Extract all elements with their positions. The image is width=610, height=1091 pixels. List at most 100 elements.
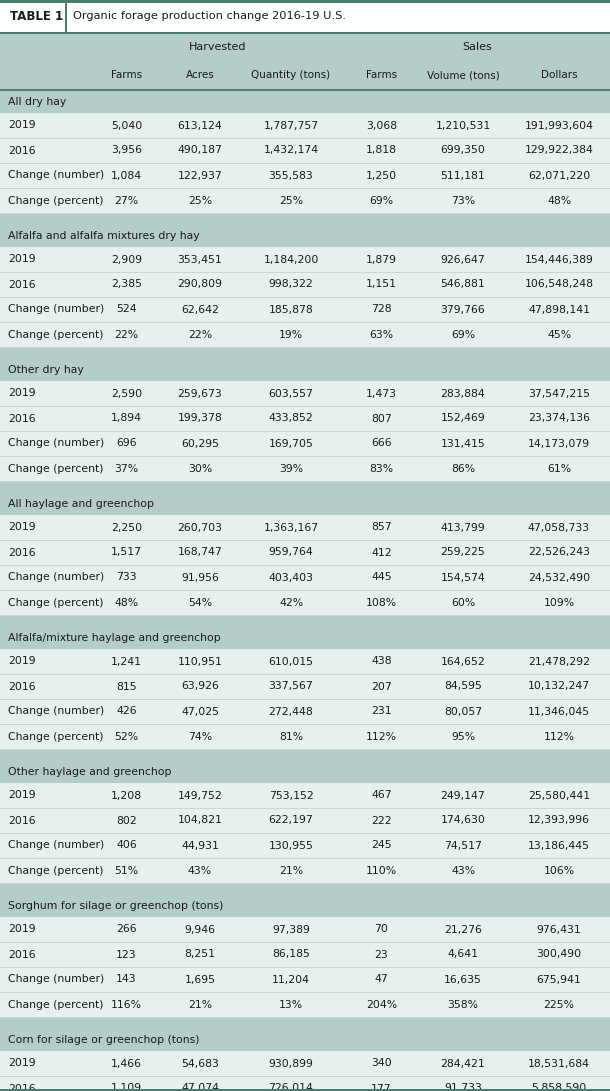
- Text: 1,473: 1,473: [366, 388, 397, 398]
- Text: 1,084: 1,084: [111, 170, 142, 180]
- Bar: [0, 615, 610, 627]
- Bar: [0, 1051, 610, 1076]
- Text: 490,187: 490,187: [178, 145, 223, 156]
- Bar: [0, 858, 610, 883]
- Text: 603,557: 603,557: [268, 388, 314, 398]
- Text: 177: 177: [371, 1083, 392, 1091]
- Text: Corn for silage or greenchop (tons): Corn for silage or greenchop (tons): [8, 1035, 199, 1045]
- Text: 37%: 37%: [115, 464, 138, 473]
- Text: 14,173,079: 14,173,079: [528, 439, 590, 448]
- Bar: [0, 431, 610, 456]
- Text: 54%: 54%: [188, 598, 212, 608]
- Text: 1,517: 1,517: [111, 548, 142, 558]
- Text: 11,346,045: 11,346,045: [528, 707, 590, 717]
- Text: TABLE 1: TABLE 1: [10, 10, 63, 23]
- Text: 2016: 2016: [8, 1083, 35, 1091]
- Text: Sorghum for silage or greenchop (tons): Sorghum for silage or greenchop (tons): [8, 901, 223, 911]
- Text: 2019: 2019: [8, 657, 35, 667]
- Text: 807: 807: [371, 413, 392, 423]
- Text: 174,630: 174,630: [440, 815, 486, 826]
- Text: 5,040: 5,040: [111, 120, 142, 131]
- Bar: [0, 783, 610, 808]
- Text: 63,926: 63,926: [181, 682, 219, 692]
- Text: Change (percent): Change (percent): [8, 731, 104, 742]
- Text: Volume (tons): Volume (tons): [426, 70, 500, 80]
- Text: 249,147: 249,147: [440, 791, 486, 801]
- Text: 2019: 2019: [8, 388, 35, 398]
- Text: 152,469: 152,469: [440, 413, 486, 423]
- Bar: [0, 918, 610, 942]
- Text: 300,490: 300,490: [536, 949, 581, 959]
- Text: 44,931: 44,931: [181, 840, 219, 851]
- Text: 108%: 108%: [366, 598, 397, 608]
- Text: 154,574: 154,574: [440, 573, 486, 583]
- Text: 610,015: 610,015: [268, 657, 314, 667]
- Text: 1,184,200: 1,184,200: [264, 254, 318, 264]
- Text: 2016: 2016: [8, 548, 35, 558]
- Text: 104,821: 104,821: [178, 815, 223, 826]
- Text: 1,695: 1,695: [184, 974, 215, 984]
- Text: 37,547,215: 37,547,215: [528, 388, 590, 398]
- Text: 86%: 86%: [451, 464, 475, 473]
- Text: 154,446,389: 154,446,389: [525, 254, 594, 264]
- Text: 406: 406: [116, 840, 137, 851]
- Text: 2016: 2016: [8, 815, 35, 826]
- Text: 204%: 204%: [366, 999, 397, 1009]
- Text: 191,993,604: 191,993,604: [525, 120, 594, 131]
- Text: 666: 666: [371, 439, 392, 448]
- Text: 19%: 19%: [279, 329, 303, 339]
- Text: 122,937: 122,937: [178, 170, 223, 180]
- Text: 2019: 2019: [8, 120, 35, 131]
- Text: 110%: 110%: [366, 865, 397, 875]
- Text: 45%: 45%: [547, 329, 571, 339]
- Text: 2019: 2019: [8, 254, 35, 264]
- Text: 1,109: 1,109: [111, 1083, 142, 1091]
- Text: Quantity (tons): Quantity (tons): [251, 70, 331, 80]
- Text: 129,922,384: 129,922,384: [525, 145, 594, 156]
- Text: 43%: 43%: [451, 865, 475, 875]
- Bar: [0, 188, 610, 213]
- Text: 18,531,684: 18,531,684: [528, 1058, 590, 1068]
- Bar: [0, 0, 610, 2]
- Text: 60%: 60%: [451, 598, 475, 608]
- Text: 48%: 48%: [547, 195, 571, 205]
- Text: 1,151: 1,151: [366, 279, 397, 289]
- Text: 284,421: 284,421: [440, 1058, 486, 1068]
- Bar: [0, 627, 610, 649]
- Text: 726,014: 726,014: [268, 1083, 314, 1091]
- Text: 1,879: 1,879: [366, 254, 397, 264]
- Bar: [0, 89, 610, 91]
- Bar: [0, 297, 610, 322]
- Bar: [0, 322, 610, 347]
- Text: 675,941: 675,941: [537, 974, 581, 984]
- Text: 143: 143: [116, 974, 137, 984]
- Text: 1,250: 1,250: [366, 170, 397, 180]
- Bar: [0, 493, 610, 515]
- Bar: [0, 137, 610, 163]
- Text: 123: 123: [116, 949, 137, 959]
- Text: 3,956: 3,956: [111, 145, 142, 156]
- Text: 12,393,996: 12,393,996: [528, 815, 590, 826]
- Text: 2,385: 2,385: [111, 279, 142, 289]
- Text: Change (percent): Change (percent): [8, 329, 104, 339]
- Bar: [0, 992, 610, 1017]
- Text: 185,878: 185,878: [268, 304, 314, 314]
- Text: 47,898,141: 47,898,141: [528, 304, 590, 314]
- Bar: [0, 406, 610, 431]
- Bar: [0, 540, 610, 565]
- Text: 25,580,441: 25,580,441: [528, 791, 590, 801]
- Text: 110,951: 110,951: [178, 657, 223, 667]
- Text: 728: 728: [371, 304, 392, 314]
- Text: Other haylage and greenchop: Other haylage and greenchop: [8, 767, 171, 777]
- Text: 8,251: 8,251: [184, 949, 215, 959]
- Text: 149,752: 149,752: [178, 791, 223, 801]
- Text: 69%: 69%: [370, 195, 393, 205]
- Text: 802: 802: [116, 815, 137, 826]
- Bar: [0, 895, 610, 918]
- Text: 91,733: 91,733: [444, 1083, 482, 1091]
- Text: 225%: 225%: [544, 999, 575, 1009]
- Text: 39%: 39%: [279, 464, 303, 473]
- Text: 2016: 2016: [8, 413, 35, 423]
- Text: 622,197: 622,197: [268, 815, 314, 826]
- Text: 25%: 25%: [279, 195, 303, 205]
